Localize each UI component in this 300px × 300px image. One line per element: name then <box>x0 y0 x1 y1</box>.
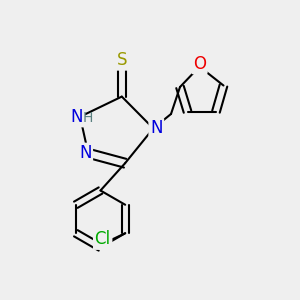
Text: Cl: Cl <box>94 230 111 248</box>
Text: N: N <box>71 108 83 126</box>
Text: N: N <box>150 119 163 137</box>
Text: S: S <box>117 51 127 69</box>
Text: N: N <box>79 144 92 162</box>
Text: H: H <box>82 111 93 125</box>
Text: O: O <box>193 55 206 73</box>
